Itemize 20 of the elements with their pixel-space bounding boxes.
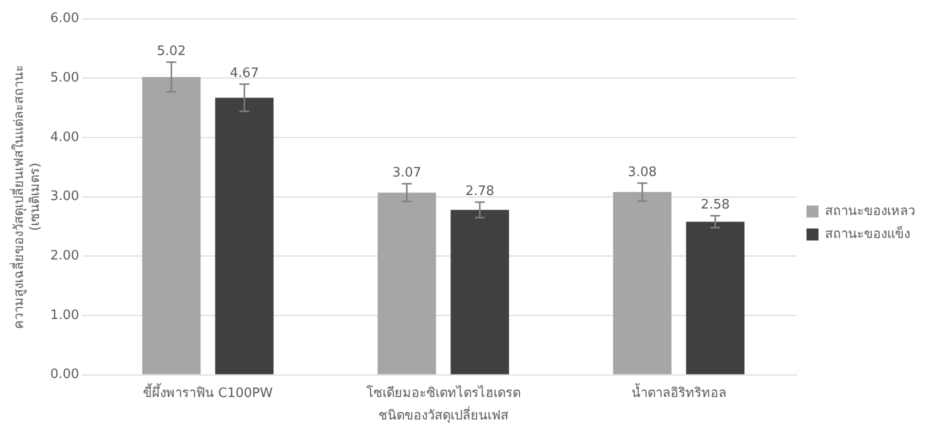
y-tick-label: 6.00	[50, 11, 80, 26]
y-tick-label: 1.00	[50, 308, 80, 323]
data-label: 5.02	[156, 44, 186, 59]
x-tick-label: โซเดียมอะซิเตทไตรไฮเดรต	[366, 384, 520, 401]
y-axis-title: ความสูงเฉลี่ยของวัสดุเปลี่ยนเฟสในแต่ละสถานะ (เซนติเมตร)	[10, 64, 43, 329]
x-axis-title: ชนิดของวัสดุเปลี่ยนเฟส	[378, 406, 508, 424]
x-tick-label: น้ำตาลอิริทริทอล	[631, 382, 726, 401]
data-label: 2.58	[700, 198, 730, 213]
y-tick-label: 0.00	[50, 367, 80, 382]
y-tick-label: 3.00	[50, 189, 80, 204]
legend-label: สถานะของแข็ง	[825, 224, 910, 242]
y-tick-label: 5.00	[50, 70, 80, 86]
y-tick-label: 2.00	[50, 248, 80, 264]
data-label: 3.07	[392, 166, 422, 181]
data-label: 2.78	[465, 184, 494, 200]
legend-label: สถานะของเหลว	[825, 204, 915, 219]
y-tick-label: 4.00	[50, 130, 80, 145]
data-label: 3.08	[628, 165, 657, 180]
data-label: 4.67	[230, 66, 259, 81]
x-tick-label: ขี้ผึ้งพาราฟิน C100PW	[143, 382, 273, 401]
